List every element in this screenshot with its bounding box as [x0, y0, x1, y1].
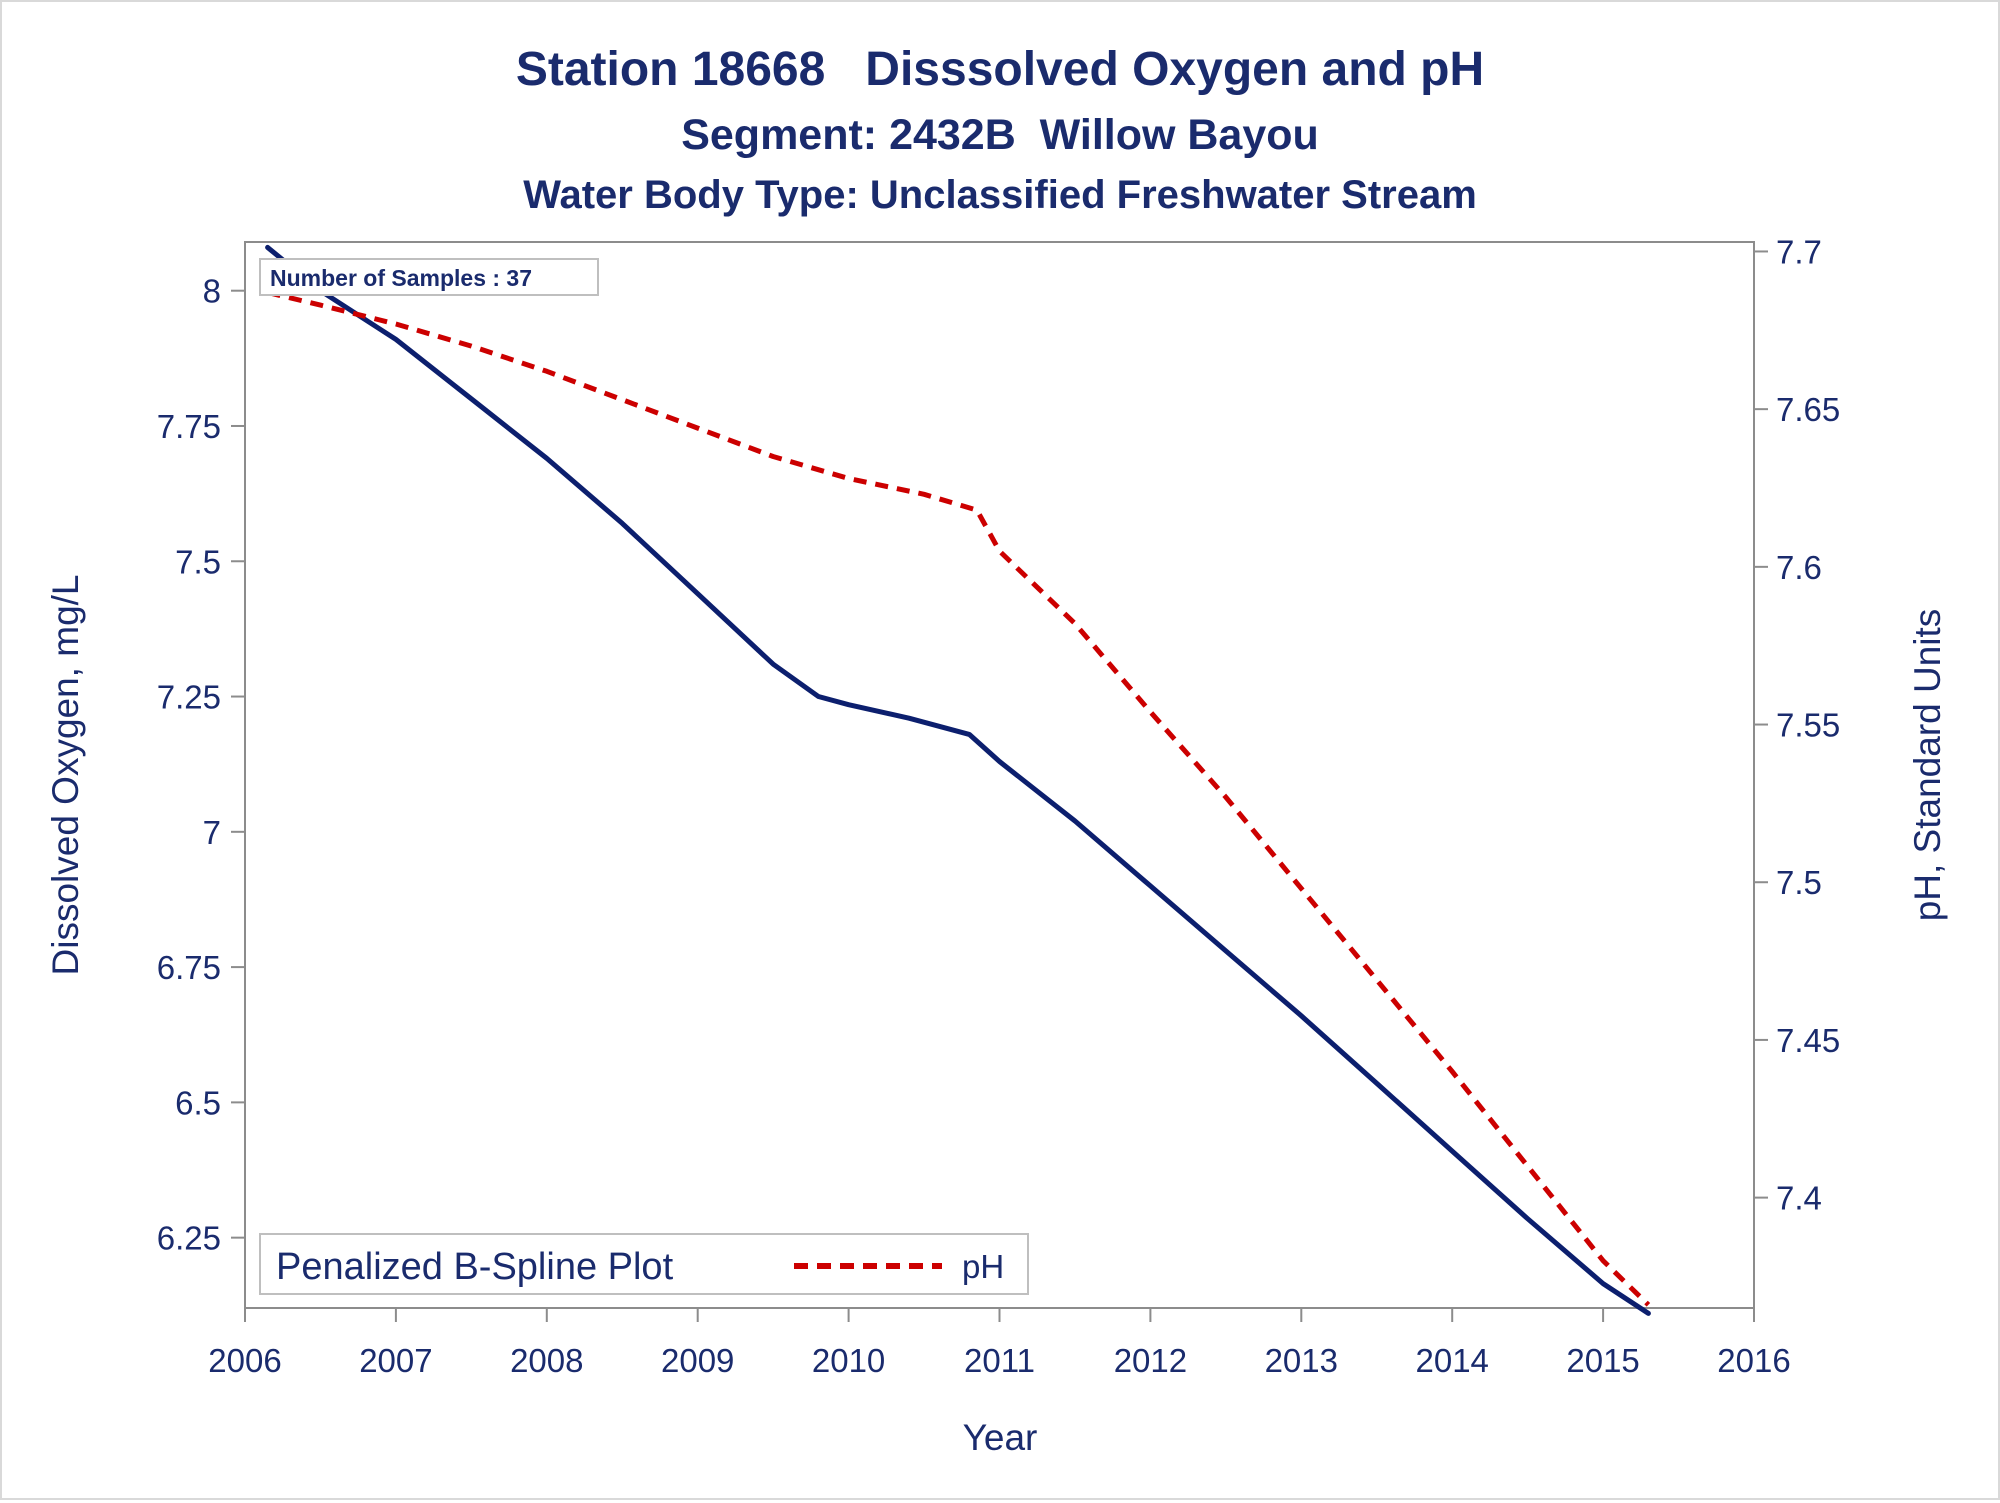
y-axis-left: 6.25 6.5 6.75 7 7.25 7.5 7.75 8	[157, 273, 245, 1257]
y-tick-label-7: 7	[203, 814, 221, 851]
y2-tick-label-7.4: 7.4	[1776, 1180, 1822, 1217]
series-group	[265, 244, 1651, 1316]
y2-tick-label-7.45: 7.45	[1776, 1022, 1840, 1059]
x-tick-label-2011: 2011	[964, 1342, 1035, 1379]
x-tick-label-2007: 2007	[359, 1342, 432, 1379]
inset-box	[259, 258, 599, 296]
x-tick-label-2009: 2009	[661, 1342, 734, 1379]
y2-axis-label: pH, Standard Units	[1907, 609, 1948, 922]
inset-label: Number of Samples : 37	[270, 265, 532, 291]
y-tick-label-8: 8	[203, 273, 221, 310]
x-tick-label-2013: 2013	[1265, 1342, 1338, 1379]
y-tick-label-6.75: 6.75	[157, 949, 221, 986]
x-axis-label: Year	[963, 1417, 1038, 1458]
series-line-dissolved-oxygen	[265, 244, 1651, 1316]
x-tick-label-2012: 2012	[1114, 1342, 1187, 1379]
y-tick-label-7.75: 7.75	[157, 408, 221, 445]
legend-title: Penalized B-Spline Plot	[276, 1246, 674, 1288]
y2-tick-label-7.7: 7.7	[1776, 233, 1822, 270]
y2-tick-label-7.5: 7.5	[1776, 864, 1822, 901]
y-tick-label-7.5: 7.5	[175, 543, 221, 580]
y-axis-label: Dissolved Oxygen, mg/L	[45, 574, 86, 975]
y-axis-right: 7.4 7.45 7.5 7.55 7.6 7.65 7.7	[1754, 233, 1840, 1217]
x-tick-label-2006: 2006	[208, 1342, 281, 1379]
x-tick-label-2010: 2010	[812, 1342, 885, 1379]
series-line-ph	[267, 290, 1651, 1307]
x-tick-label-2016: 2016	[1717, 1342, 1790, 1379]
legend-entry-ph: pH	[962, 1248, 1004, 1285]
chart-title: Station 18668 Disssolved Oxygen and pH	[516, 43, 1484, 96]
y2-tick-label-7.6: 7.6	[1776, 549, 1822, 586]
legend	[259, 1233, 1029, 1295]
y2-tick-label-7.55: 7.55	[1776, 707, 1840, 744]
y-tick-label-6.5: 6.5	[175, 1084, 221, 1121]
chart-subtitle-2: Water Body Type: Unclassified Freshwater…	[523, 173, 1477, 217]
chart-subtitle: Segment: 2432B Willow Bayou	[681, 111, 1319, 159]
x-tick-label-2015: 2015	[1566, 1342, 1639, 1379]
x-axis: 2006 2007 2008 2009 2010 2011 2012 2013 2014 2015…	[208, 1308, 1791, 1379]
x-tick-label-2008: 2008	[510, 1342, 583, 1379]
x-tick-label-2014: 2014	[1415, 1342, 1488, 1379]
y-tick-label-7.25: 7.25	[157, 679, 221, 716]
y-tick-label-6.25: 6.25	[157, 1220, 221, 1257]
y2-tick-label-7.65: 7.65	[1776, 391, 1840, 428]
